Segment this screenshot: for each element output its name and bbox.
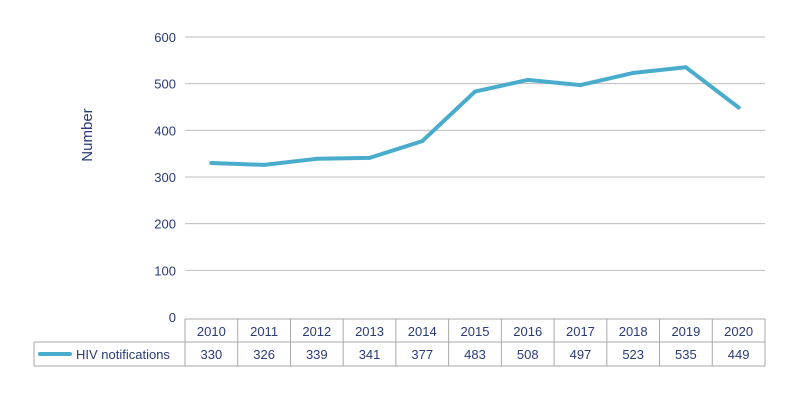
- series-line-hiv-notifications: [209, 65, 741, 167]
- table-header-2020: 2020: [724, 324, 753, 339]
- data-point-2017: [578, 83, 583, 88]
- table-value-2020: 449: [728, 347, 750, 362]
- table-value-2015: 483: [464, 347, 486, 362]
- table-value-2010: 330: [201, 347, 223, 362]
- y-tick-label-100: 100: [154, 263, 176, 278]
- table-header-2019: 2019: [671, 324, 700, 339]
- table-header-2018: 2018: [619, 324, 648, 339]
- y-axis-ticks: 0 100 200 300 400 500 600: [154, 30, 176, 325]
- y-tick-label-600: 600: [154, 30, 176, 45]
- table-header-2010: 2010: [197, 324, 226, 339]
- table-header-2017: 2017: [566, 324, 595, 339]
- table-value-2017: 497: [570, 347, 592, 362]
- table-value-2012: 339: [306, 347, 328, 362]
- y-tick-label-0: 0: [169, 310, 176, 325]
- table-value-2019: 535: [675, 347, 697, 362]
- data-point-2012: [314, 156, 319, 161]
- table-header-2013: 2013: [355, 324, 384, 339]
- data-point-2011: [262, 162, 267, 167]
- table-header-2015: 2015: [461, 324, 490, 339]
- table-value-2011: 326: [253, 347, 275, 362]
- series-layer: [209, 65, 741, 167]
- legend-label: HIV notifications: [76, 347, 170, 362]
- data-table: 2010 2011 2012 2013 2014 2015 2016 2017 2018 2019…: [33, 318, 766, 367]
- data-point-2018: [631, 70, 636, 75]
- data-point-2010: [209, 161, 214, 165]
- table-header-2016: 2016: [513, 324, 542, 339]
- y-tick-label-500: 500: [154, 77, 176, 92]
- y-tick-label-400: 400: [154, 123, 176, 138]
- table-value-2018: 523: [622, 347, 644, 362]
- data-point-2019: [683, 65, 688, 70]
- table-value-2014: 377: [411, 347, 433, 362]
- data-point-2020: [736, 105, 741, 110]
- y-axis-label: Number: [79, 108, 96, 161]
- data-point-2015: [473, 89, 477, 94]
- table-value-2016: 508: [517, 347, 539, 362]
- table-header-2011: 2011: [250, 324, 278, 339]
- data-point-2016: [525, 77, 530, 82]
- y-tick-label-300: 300: [154, 170, 176, 185]
- table-header-2014: 2014: [408, 324, 437, 339]
- data-point-2013: [367, 155, 372, 160]
- gridlines: [185, 36, 765, 271]
- data-point-2014: [420, 139, 425, 144]
- table-value-2013: 341: [359, 347, 381, 362]
- table-header-2012: 2012: [302, 324, 331, 339]
- y-tick-label-200: 200: [154, 217, 176, 232]
